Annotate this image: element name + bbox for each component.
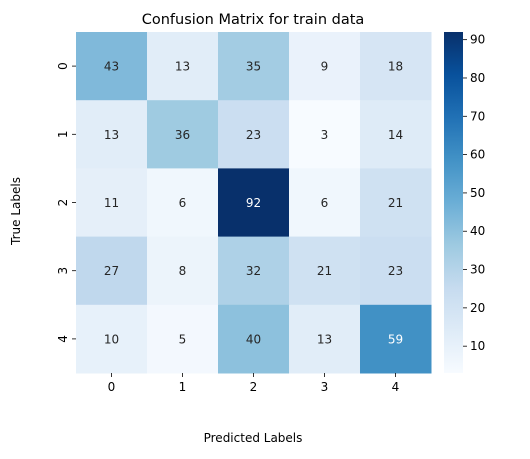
x-axis: 0 1 2 3 4: [108, 373, 400, 394]
colorbar-axis: 10 20 30 40 50 60 70 80 90: [463, 33, 485, 353]
heatmap-cell: [147, 32, 219, 101]
cell-value-label: 32: [246, 264, 261, 278]
heatmap-cell: [360, 32, 432, 101]
cell-value-label: 5: [179, 332, 187, 346]
cell-value-label: 11: [104, 196, 119, 210]
colorbar-tick-label: 10: [470, 339, 485, 353]
y-axis: 0 1 2 3 4: [56, 62, 76, 343]
y-tick-label: 2: [56, 199, 70, 207]
heatmap-cell: [360, 236, 432, 306]
heatmap-cell: [218, 100, 290, 169]
colorbar-tick-label: 60: [470, 148, 485, 162]
cell-value-label: 43: [104, 60, 119, 74]
colorbar-tick-label: 40: [470, 224, 485, 238]
colorbar-tick-label: 80: [470, 71, 485, 85]
heatmap-cell: [76, 304, 148, 374]
x-tick-label: 2: [250, 380, 258, 394]
heatmap-cell: [360, 304, 432, 374]
cell-value-label: 6: [321, 196, 329, 210]
heatmap-cell: [76, 32, 148, 101]
cell-value-label: 92: [246, 196, 261, 210]
cell-value-label: 23: [388, 264, 403, 278]
x-tick-label: 3: [321, 380, 329, 394]
cell-value-label: 10: [104, 332, 119, 346]
heatmap-cell: [360, 100, 432, 169]
cell-value-label: 23: [246, 128, 261, 142]
y-tick-label: 3: [56, 267, 70, 275]
y-tick-label: 1: [56, 130, 70, 138]
heatmap-cell: [289, 100, 361, 169]
colorbar-tick-label: 70: [470, 109, 485, 123]
cell-value-label: 8: [179, 264, 187, 278]
heatmap-cell: [218, 32, 290, 101]
x-tick-label: 1: [179, 380, 187, 394]
cell-value-label: 13: [175, 60, 190, 74]
heatmap-cell: [360, 168, 432, 238]
cell-value-label: 21: [388, 196, 403, 210]
y-axis-label: True Labels: [9, 177, 23, 246]
heatmap-cell: [76, 236, 148, 306]
heatmap-cell: [218, 304, 290, 374]
heatmap-cell: [147, 304, 219, 374]
x-tick-label: 0: [108, 380, 116, 394]
colorbar-tick-label: 20: [470, 301, 485, 315]
heatmap-cell: [289, 32, 361, 101]
chart-title: Confusion Matrix for train data: [142, 12, 365, 28]
colorbar-tick-label: 30: [470, 263, 485, 277]
cell-value-label: 13: [104, 128, 119, 142]
heatmap-cells: 43 13 35 9 18 13 36 23 3 14 11 6 92 6 21 27 8 32 21 23 10 5 40…: [76, 32, 432, 374]
colorbar: [444, 32, 463, 373]
heatmap-cell: [218, 168, 290, 238]
colorbar-tick-label: 50: [470, 186, 485, 200]
cell-value-label: 27: [104, 264, 119, 278]
heatmap-cell: [147, 168, 219, 238]
x-axis-label: Predicted Labels: [204, 431, 303, 445]
cell-value-label: 13: [317, 332, 332, 346]
cell-value-label: 9: [321, 60, 329, 74]
heatmap-cell: [76, 100, 148, 169]
x-tick-label: 4: [392, 380, 400, 394]
heatmap-cell: [218, 236, 290, 306]
heatmap-cell: [289, 168, 361, 238]
cell-value-label: 40: [246, 332, 261, 346]
heatmap-cell: [289, 304, 361, 374]
cell-value-label: 35: [246, 60, 261, 74]
cell-value-label: 18: [388, 60, 403, 74]
cell-value-label: 14: [388, 128, 403, 142]
cell-value-label: 59: [388, 332, 403, 346]
cell-value-label: 21: [317, 264, 332, 278]
y-tick-label: 4: [56, 335, 70, 343]
heatmap-cell: [289, 236, 361, 306]
heatmap-cell: [76, 168, 148, 238]
cell-value-label: 6: [179, 196, 187, 210]
colorbar-tick-label: 90: [470, 33, 485, 47]
y-tick-label: 0: [56, 62, 70, 70]
cell-value-label: 3: [321, 128, 329, 142]
heatmap-cell: [147, 100, 219, 169]
cell-value-label: 36: [175, 128, 190, 142]
heatmap-cell: [147, 236, 219, 306]
